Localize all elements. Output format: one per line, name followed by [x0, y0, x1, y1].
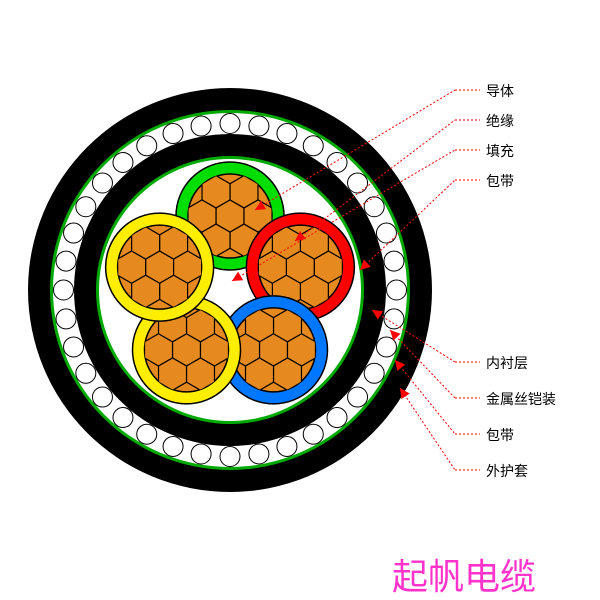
label-insulation: 绝缘	[486, 111, 514, 131]
brand-text: 起帆电缆	[392, 556, 536, 597]
brand-watermark: 起帆电缆	[392, 548, 536, 600]
label-armor: 金属丝铠装	[486, 389, 556, 409]
label-conductor: 导体	[486, 81, 514, 101]
label-outer_sheath: 外护套	[486, 461, 528, 481]
label-wrap_outer: 包带	[486, 425, 514, 445]
label-filler: 填充	[486, 141, 514, 161]
label-wrap_inner: 包带	[486, 171, 514, 191]
label-inner_lining: 内衬层	[486, 353, 528, 373]
